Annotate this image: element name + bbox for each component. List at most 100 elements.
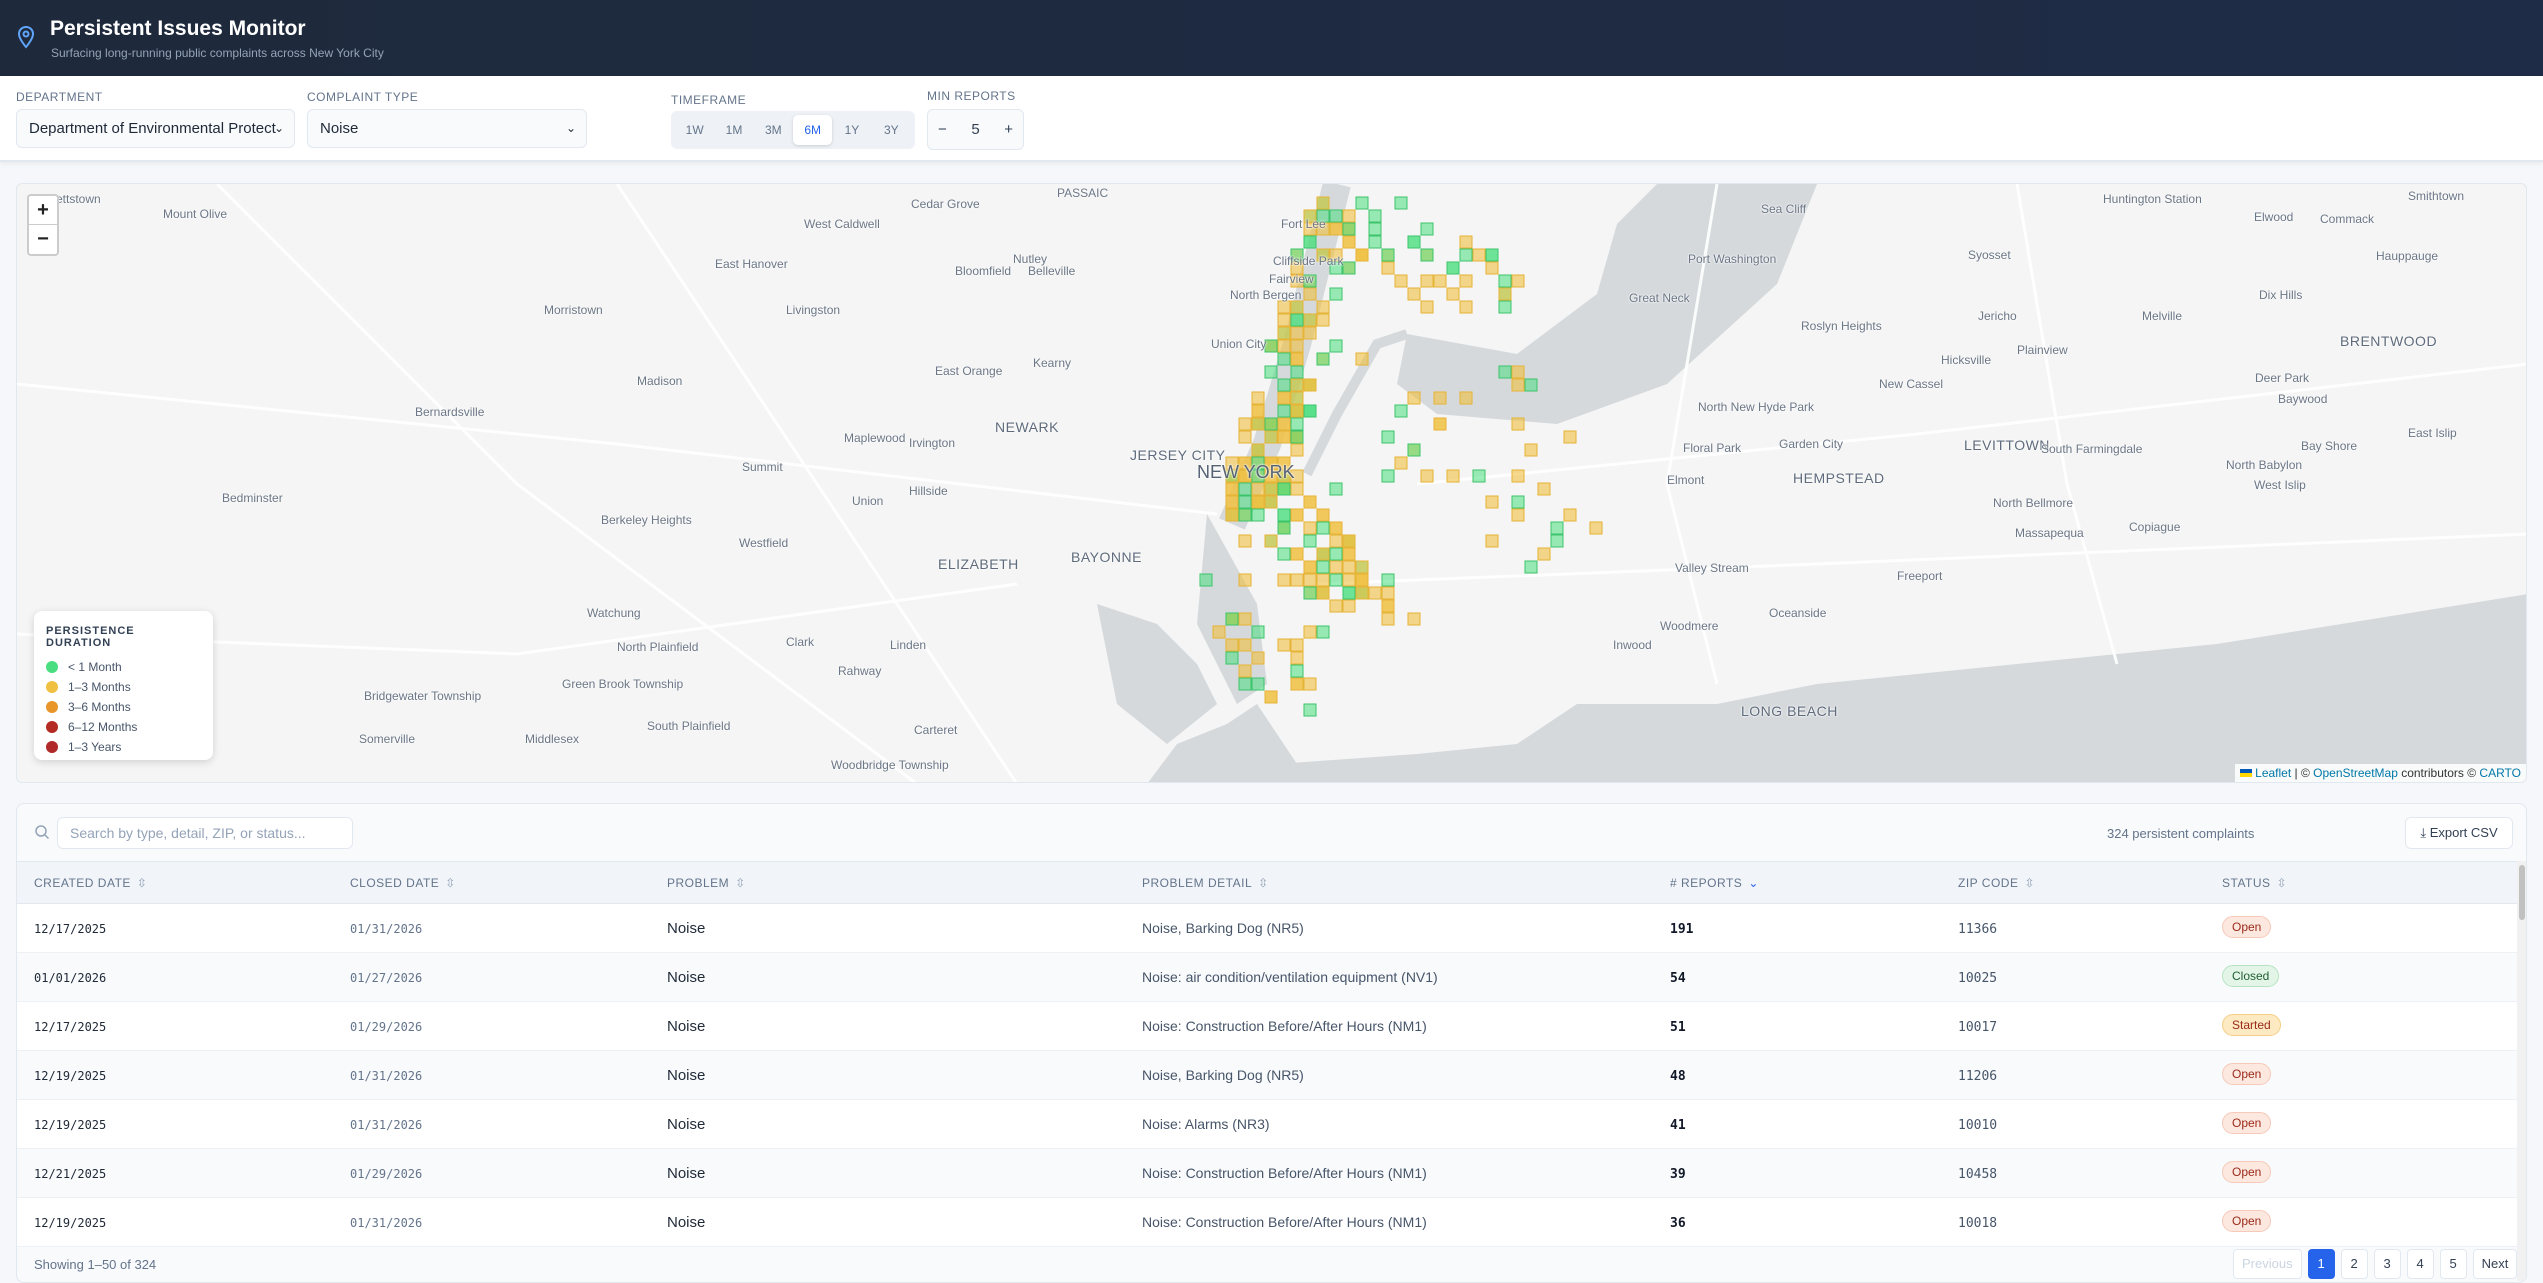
complaint-marker[interactable] (1277, 378, 1291, 392)
complaint-marker[interactable] (1381, 573, 1395, 587)
complaint-marker[interactable] (1433, 417, 1447, 431)
complaint-marker[interactable] (1303, 274, 1317, 288)
next-button[interactable]: Next (2472, 1249, 2518, 1279)
complaint-marker[interactable] (1329, 599, 1343, 613)
page-4[interactable]: 4 (2406, 1249, 2434, 1279)
complaint-marker[interactable] (1303, 404, 1317, 418)
complaint-marker[interactable] (1290, 417, 1304, 431)
complaint-marker[interactable] (1550, 534, 1564, 548)
complaint-marker[interactable] (1251, 391, 1265, 405)
complaint-marker[interactable] (1290, 248, 1304, 262)
complaint-marker[interactable] (1329, 248, 1343, 262)
complaint-marker[interactable] (1381, 469, 1395, 483)
complaint-marker[interactable] (1277, 456, 1291, 470)
complaint-marker[interactable] (1264, 534, 1278, 548)
complaint-marker[interactable] (1381, 599, 1395, 613)
complaint-marker[interactable] (1290, 404, 1304, 418)
timeframe-3m[interactable]: 3M (764, 123, 782, 137)
complaint-marker[interactable] (1225, 612, 1239, 626)
complaint-marker[interactable] (1303, 495, 1317, 509)
complaint-marker[interactable] (1290, 573, 1304, 587)
table-row[interactable]: 12/19/2025 01/31/2026 Noise Noise: Construc… (17, 1198, 2517, 1247)
complaint-marker[interactable] (1277, 573, 1291, 587)
complaint-marker[interactable] (1238, 677, 1252, 691)
complaint-marker[interactable] (1329, 222, 1343, 236)
complaint-marker[interactable] (1238, 534, 1252, 548)
complaint-marker[interactable] (1277, 339, 1291, 353)
complaint-marker[interactable] (1316, 352, 1330, 366)
complaint-marker[interactable] (1290, 274, 1304, 288)
column-status[interactable]: STATUS ⇳ (2222, 876, 2288, 890)
complaint-marker[interactable] (1264, 456, 1278, 470)
complaint-marker[interactable] (1446, 469, 1460, 483)
complaint-marker[interactable] (1433, 274, 1447, 288)
complaint-marker[interactable] (1251, 417, 1265, 431)
complaint-marker[interactable] (1238, 417, 1252, 431)
complaint-marker[interactable] (1277, 404, 1291, 418)
zoom-out-button[interactable]: − (37, 228, 49, 250)
complaint-marker[interactable] (1316, 521, 1330, 535)
complaint-marker[interactable] (1303, 326, 1317, 340)
complaint-marker[interactable] (1316, 313, 1330, 327)
column-problem[interactable]: PROBLEM ⇳ (667, 876, 746, 890)
complaint-marker[interactable] (1251, 443, 1265, 457)
complaint-marker[interactable] (1277, 352, 1291, 366)
complaint-marker[interactable] (1251, 404, 1265, 418)
complaint-marker[interactable] (1394, 404, 1408, 418)
complaint-marker[interactable] (1420, 274, 1434, 288)
complaint-marker[interactable] (1329, 287, 1343, 301)
complaint-marker[interactable] (1563, 430, 1577, 444)
column-created-date[interactable]: CREATED DATE ⇳ (34, 876, 148, 890)
complaint-marker[interactable] (1511, 417, 1525, 431)
complaint-marker[interactable] (1394, 196, 1408, 210)
timeframe-6m[interactable]: 6M (792, 115, 833, 145)
table-row[interactable]: 12/19/2025 01/31/2026 Noise Noise, Barking … (17, 1051, 2517, 1100)
complaint-marker[interactable] (1511, 274, 1525, 288)
complaint-marker[interactable] (1329, 339, 1343, 353)
complaint-marker[interactable] (1212, 625, 1226, 639)
complaint-marker[interactable] (1511, 495, 1525, 509)
complaint-marker[interactable] (1277, 547, 1291, 561)
carto-link[interactable]: CARTO (2479, 766, 2521, 780)
complaint-marker[interactable] (1277, 313, 1291, 327)
complaint-marker[interactable] (1485, 261, 1499, 275)
complaint-marker[interactable] (1264, 495, 1278, 509)
complaint-marker[interactable] (1251, 482, 1265, 496)
complaint-marker[interactable] (1368, 586, 1382, 600)
complaint-marker[interactable] (1303, 560, 1317, 574)
complaint-marker[interactable] (1355, 586, 1369, 600)
complaint-marker[interactable] (1355, 196, 1369, 210)
decrement-button[interactable]: − (938, 121, 947, 138)
complaint-marker[interactable] (1355, 248, 1369, 262)
complaint-marker[interactable] (1277, 417, 1291, 431)
complaint-marker[interactable] (1511, 508, 1525, 522)
complaint-marker[interactable] (1329, 521, 1343, 535)
complaint-marker[interactable] (1407, 235, 1421, 249)
complaint-marker[interactable] (1472, 469, 1486, 483)
complaint-marker[interactable] (1303, 677, 1317, 691)
complaint-marker[interactable] (1342, 222, 1356, 236)
complaint-marker[interactable] (1238, 638, 1252, 652)
complaint-marker[interactable] (1524, 378, 1538, 392)
page-1[interactable]: 1 (2307, 1249, 2335, 1279)
page-2[interactable]: 2 (2340, 1249, 2368, 1279)
complaint-marker[interactable] (1329, 261, 1343, 275)
page-5[interactable]: 5 (2439, 1249, 2467, 1279)
complaint-marker[interactable] (1316, 196, 1330, 210)
complaint-marker[interactable] (1446, 287, 1460, 301)
complaint-marker[interactable] (1290, 430, 1304, 444)
complaint-marker[interactable] (1329, 534, 1343, 548)
complaint-marker[interactable] (1225, 638, 1239, 652)
complaint-marker[interactable] (1433, 391, 1447, 405)
complaint-marker[interactable] (1407, 391, 1421, 405)
complaint-marker[interactable] (1290, 482, 1304, 496)
timeframe-1m[interactable]: 1M (725, 123, 743, 137)
table-row[interactable]: 12/21/2025 01/29/2026 Noise Noise: Construc… (17, 1149, 2517, 1198)
complaint-marker[interactable] (1524, 443, 1538, 457)
complaint-marker[interactable] (1459, 274, 1473, 288)
complaint-marker[interactable] (1342, 261, 1356, 275)
zoom-in-button[interactable]: + (29, 196, 57, 225)
complaint-marker[interactable] (1290, 313, 1304, 327)
complaint-marker[interactable] (1381, 612, 1395, 626)
complaint-marker[interactable] (1459, 248, 1473, 262)
